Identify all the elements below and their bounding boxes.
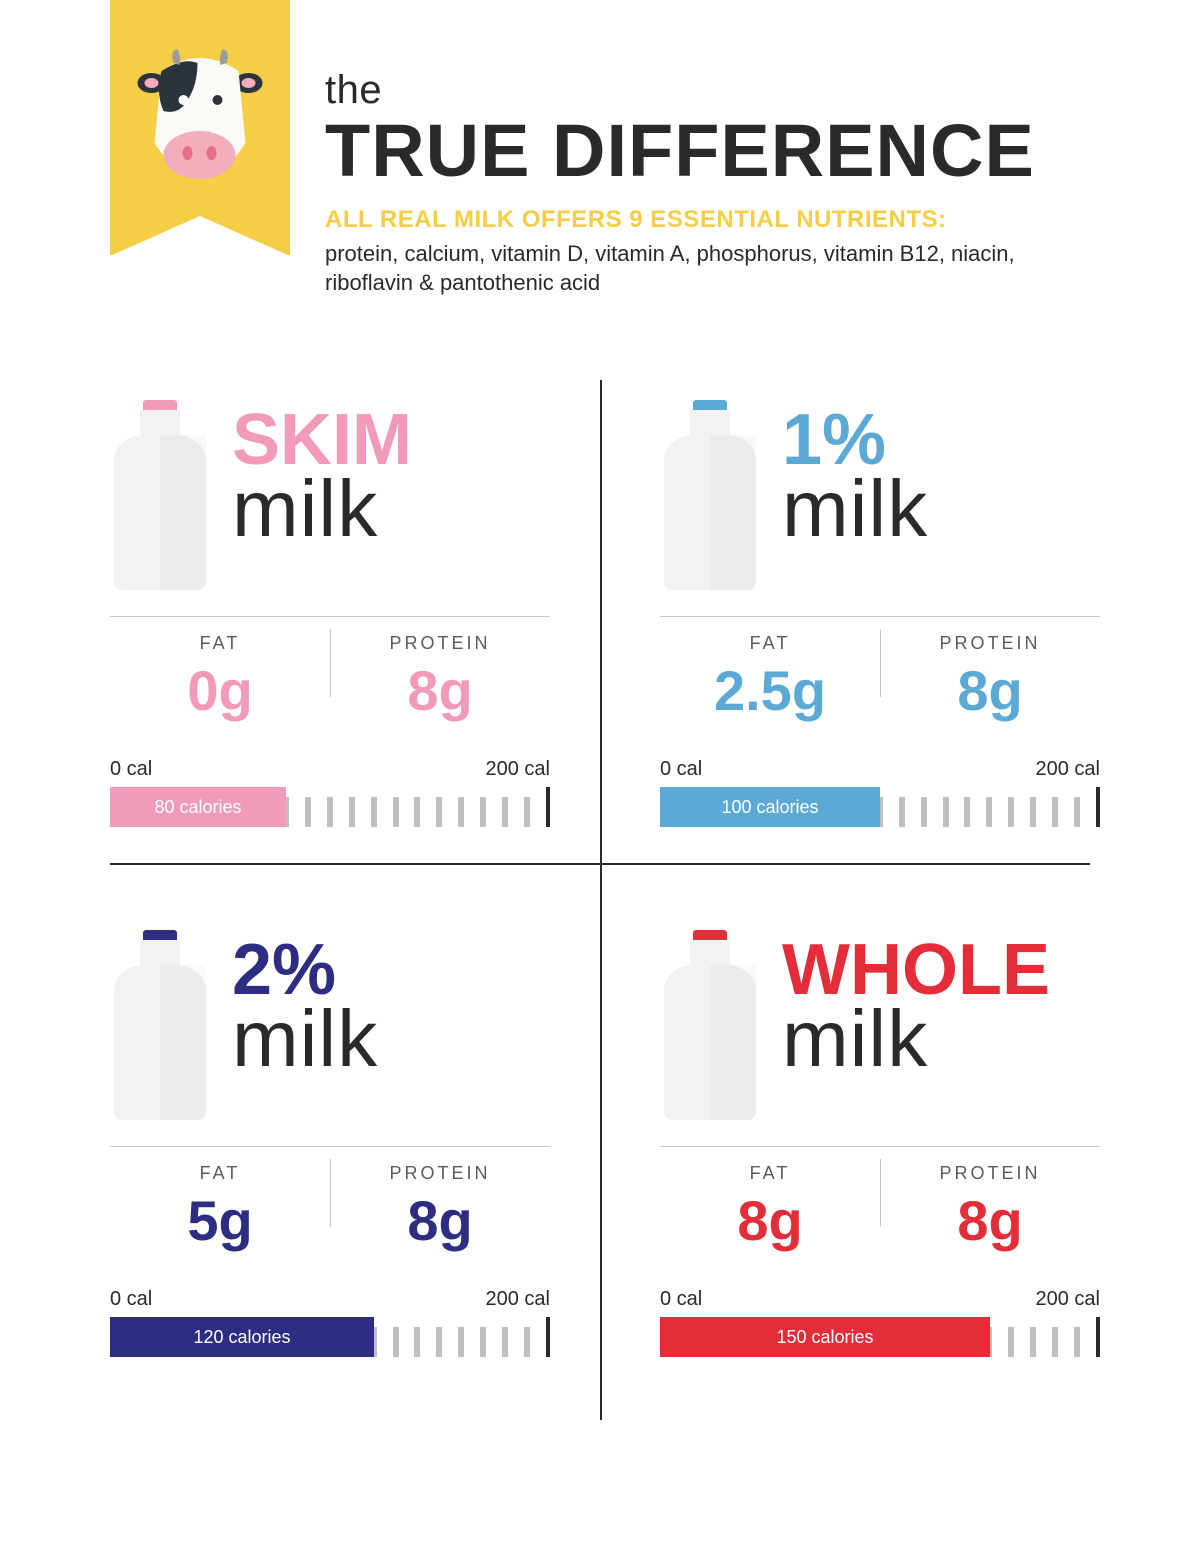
stat-label: FAT (110, 633, 330, 654)
stat-value: 2.5g (660, 658, 880, 723)
milk-panel-one: 1%milk FAT 2.5gPROTEIN 8g 0 cal 200 cal 100 ca… (660, 400, 1100, 827)
scale-min-label: 0 cal (110, 758, 152, 781)
stat-value: 8g (330, 658, 550, 723)
header: the TRUE DIFFERENCE ALL REAL MILK OFFERS… (110, 0, 1110, 297)
milk-type-label: WHOLE (782, 940, 1050, 1001)
stat-protein: PROTEIN 8g (880, 617, 1100, 746)
milk-type-label: 1% (782, 410, 928, 471)
stat-label: PROTEIN (880, 1163, 1100, 1184)
cow-icon (138, 45, 263, 185)
comparison-grid: SKIMmilkFAT0gPROTEIN8g0 cal200 cal80 cal… (110, 380, 1090, 1430)
milk-header: 1%milk (660, 400, 1100, 600)
scale-labels: 0 cal 200 cal (660, 758, 1100, 781)
grid-vertical-divider (600, 380, 602, 1420)
calorie-fill: 100 calories (660, 787, 880, 827)
calorie-scale: 0 cal 200 cal 100 calories (660, 758, 1100, 827)
calorie-bar: 100 calories (660, 787, 1100, 827)
stat-fat: FAT 0g (110, 617, 330, 746)
scale-labels: 0 cal 200 cal (110, 758, 550, 781)
stat-value: 5g (110, 1188, 330, 1253)
stat-label: PROTEIN (330, 1163, 550, 1184)
calorie-scale: 0 cal 200 cal 120 calories (110, 1288, 550, 1357)
scale-labels: 0 cal 200 cal (660, 1288, 1100, 1311)
subtitle: ALL REAL MILK OFFERS 9 ESSENTIAL NUTRIEN… (325, 206, 1095, 234)
bottle-icon (660, 930, 760, 1120)
scale-max-label: 200 cal (1036, 758, 1101, 781)
milk-name: 1%milk (782, 410, 928, 547)
stat-value: 0g (110, 658, 330, 723)
milk-panel-whole: WHOLEmilkFAT8gPROTEIN8g0 cal200 cal150 c… (660, 930, 1100, 1357)
milk-name: WHOLEmilk (782, 940, 1050, 1077)
milk-type-label: 2% (232, 940, 378, 1001)
ribbon-badge (110, 0, 290, 255)
stat-value: 8g (660, 1188, 880, 1253)
milk-word: milk (232, 471, 412, 547)
stat-value: 8g (330, 1188, 550, 1253)
calorie-scale: 0 cal 200 cal 150 calories (660, 1288, 1100, 1357)
stat-value: 8g (880, 1188, 1100, 1253)
calorie-bar: 80 calories (110, 787, 550, 827)
milk-name: SKIMmilk (232, 410, 412, 547)
stat-fat: FAT 8g (660, 1147, 880, 1276)
nutrition-stats: FAT8gPROTEIN8g (660, 1146, 1100, 1276)
milk-name: 2%milk (232, 940, 378, 1077)
bottle-icon (660, 400, 760, 590)
stat-label: FAT (110, 1163, 330, 1184)
nutrition-stats: FAT 0gPROTEIN 8g (110, 616, 550, 746)
milk-word: milk (232, 1001, 378, 1077)
scale-max-label: 200 cal (486, 758, 551, 781)
stat-protein: PROTEIN 8g (330, 617, 550, 746)
bottle-icon (110, 930, 210, 1120)
stat-value: 8g (880, 658, 1100, 723)
stat-protein: PROTEIN 8g (330, 1147, 550, 1276)
title-block: the TRUE DIFFERENCE ALL REAL MILK OFFERS… (325, 0, 1095, 297)
calorie-fill: 150 calories (660, 1317, 990, 1357)
nutrition-stats: FAT 5gPROTEIN 8g (110, 1146, 550, 1276)
stat-label: PROTEIN (880, 633, 1100, 654)
nutrition-stats: FAT 2.5gPROTEIN 8g (660, 616, 1100, 746)
milk-word: milk (782, 471, 928, 547)
nutrients-list: protein, calcium, vitamin D, vitamin A, … (325, 240, 1095, 297)
scale-max-label: 200 cal (1036, 1288, 1101, 1311)
stat-fat: FAT 5g (110, 1147, 330, 1276)
scale-labels: 0 cal 200 cal (110, 1288, 550, 1311)
calorie-bar: 120 calories (110, 1317, 550, 1357)
title-prefix: the (325, 70, 1095, 110)
stat-label: PROTEIN (330, 633, 550, 654)
stat-fat: FAT 2.5g (660, 617, 880, 746)
milk-panel-skim: SKIMmilk FAT 0gPROTEIN 8g 0 cal 200 cal 80 cal… (110, 400, 550, 827)
grid-horizontal-divider (110, 863, 1090, 865)
milk-type-label: SKIM (232, 410, 412, 471)
scale-min-label: 0 cal (660, 758, 702, 781)
stat-protein: PROTEIN 8g (880, 1147, 1100, 1276)
milk-header: SKIMmilk (110, 400, 550, 600)
calorie-fill: 80 calories (110, 787, 286, 827)
milk-header: 2%milk (110, 930, 550, 1130)
scale-max-label: 200 cal (486, 1288, 551, 1311)
bottle-icon (110, 400, 210, 590)
stat-label: FAT (660, 1163, 880, 1184)
milk-panel-two: 2%milk FAT 5gPROTEIN 8g 0 cal 200 cal 120 calo… (110, 930, 550, 1357)
stat-label: FAT (660, 633, 880, 654)
scale-min-label: 0 cal (110, 1288, 152, 1311)
scale-min-label: 0 cal (660, 1288, 702, 1311)
calorie-bar: 150 calories (660, 1317, 1100, 1357)
milk-header: WHOLEmilk (660, 930, 1100, 1130)
milk-word: milk (782, 1001, 1050, 1077)
calorie-fill: 120 calories (110, 1317, 374, 1357)
calorie-scale: 0 cal 200 cal 80 calories (110, 758, 550, 827)
title-main: TRUE DIFFERENCE (325, 114, 1095, 188)
